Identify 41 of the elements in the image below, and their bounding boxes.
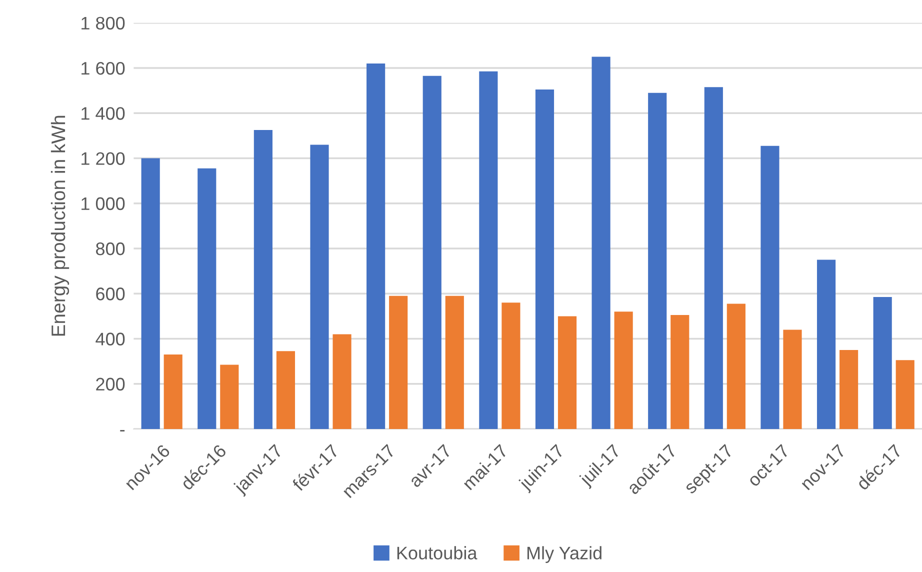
bar [422,76,442,429]
bar [535,89,554,429]
y-tick-label: 1 600 [82,62,125,75]
bar [198,168,216,429]
bar [366,63,386,429]
bar [614,312,633,429]
bar [726,304,746,429]
bar [760,146,780,429]
bar [873,297,892,429]
legend-label: Koutoubia [397,546,478,560]
y-tick-label: 1 400 [82,107,125,120]
bar [704,87,723,429]
bar [648,92,667,429]
bar [479,71,498,429]
y-tick-label: 800 [96,242,125,256]
bar [141,158,160,429]
bar [558,316,577,429]
y-tick-label: 1 000 [82,197,125,210]
bar [896,360,914,429]
y-tick-label: 400 [96,332,125,346]
bar [502,302,520,429]
bar [592,56,610,429]
bar [670,315,690,429]
bar [254,130,272,429]
bar [783,330,802,429]
bar [332,334,352,429]
y-tick-label: - [120,430,125,432]
bar [840,350,858,429]
bar [816,260,836,429]
y-tick-label: 1 200 [82,152,125,165]
y-tick-label: 1 800 [82,16,125,30]
bar [389,296,408,429]
bar [276,351,296,429]
bar [445,296,464,429]
y-axis-title: Energy production in kWh [50,116,70,336]
bar [164,354,182,429]
y-tick-label: 600 [96,288,125,300]
bar [220,364,239,429]
legend-label: Mly Yazid [527,546,602,564]
y-tick-label: 200 [96,378,125,391]
bar [310,144,329,429]
